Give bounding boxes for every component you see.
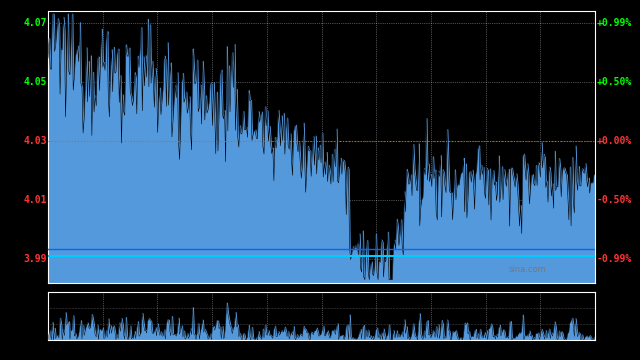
Text: 3.99: 3.99	[24, 254, 47, 264]
Text: +0.00%: +0.00%	[596, 136, 632, 146]
Text: -0.99%: -0.99%	[596, 254, 632, 264]
Text: 4.05: 4.05	[24, 77, 47, 87]
Text: +0.99%: +0.99%	[596, 18, 632, 28]
Text: +0.50%: +0.50%	[596, 77, 632, 87]
Text: 4.07: 4.07	[24, 18, 47, 28]
Text: 4.01: 4.01	[24, 195, 47, 205]
Text: 4.03: 4.03	[24, 136, 47, 146]
Text: sina.com: sina.com	[508, 265, 546, 274]
Text: -0.50%: -0.50%	[596, 195, 632, 205]
